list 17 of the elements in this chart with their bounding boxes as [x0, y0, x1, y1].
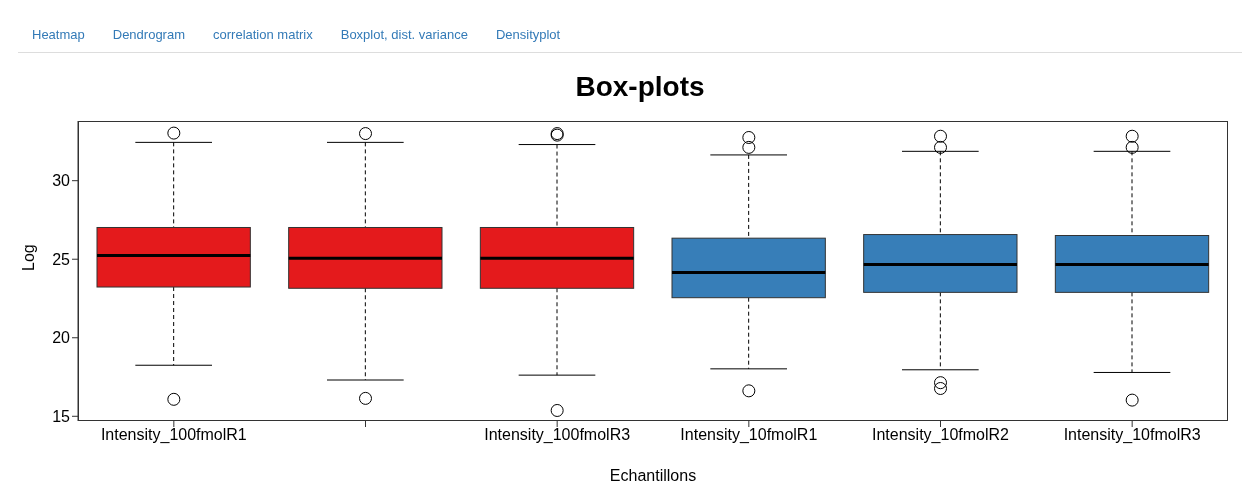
x-tick-label: Intensity_100fmolR1: [100, 426, 247, 445]
y-axis-title: Log: [19, 244, 37, 271]
x-axis-title: Echantillons: [609, 467, 697, 484]
text: Densityplot: [494, 26, 562, 44]
x-tick-label: Intensity_10fmolR1: [680, 426, 818, 445]
y-tick-label: 25: [52, 250, 71, 268]
text: Boxplot, dist. variance: [339, 26, 469, 44]
y-tick-label: 30: [52, 172, 71, 190]
x-tick-label: Intensity_10fmolR3: [1063, 426, 1201, 445]
chart-title: Box-plots: [574, 71, 706, 103]
text: Heatmap: [31, 26, 86, 44]
x-tick-label: Intensity_10fmolR2: [872, 426, 1010, 445]
y-tick-label: 20: [52, 329, 71, 347]
text: Dendrogram: [111, 26, 186, 44]
x-tick-label: Intensity_100fmolR3: [484, 426, 631, 445]
y-tick-label: 15: [52, 407, 71, 425]
text: correlation matrix: [212, 26, 314, 44]
